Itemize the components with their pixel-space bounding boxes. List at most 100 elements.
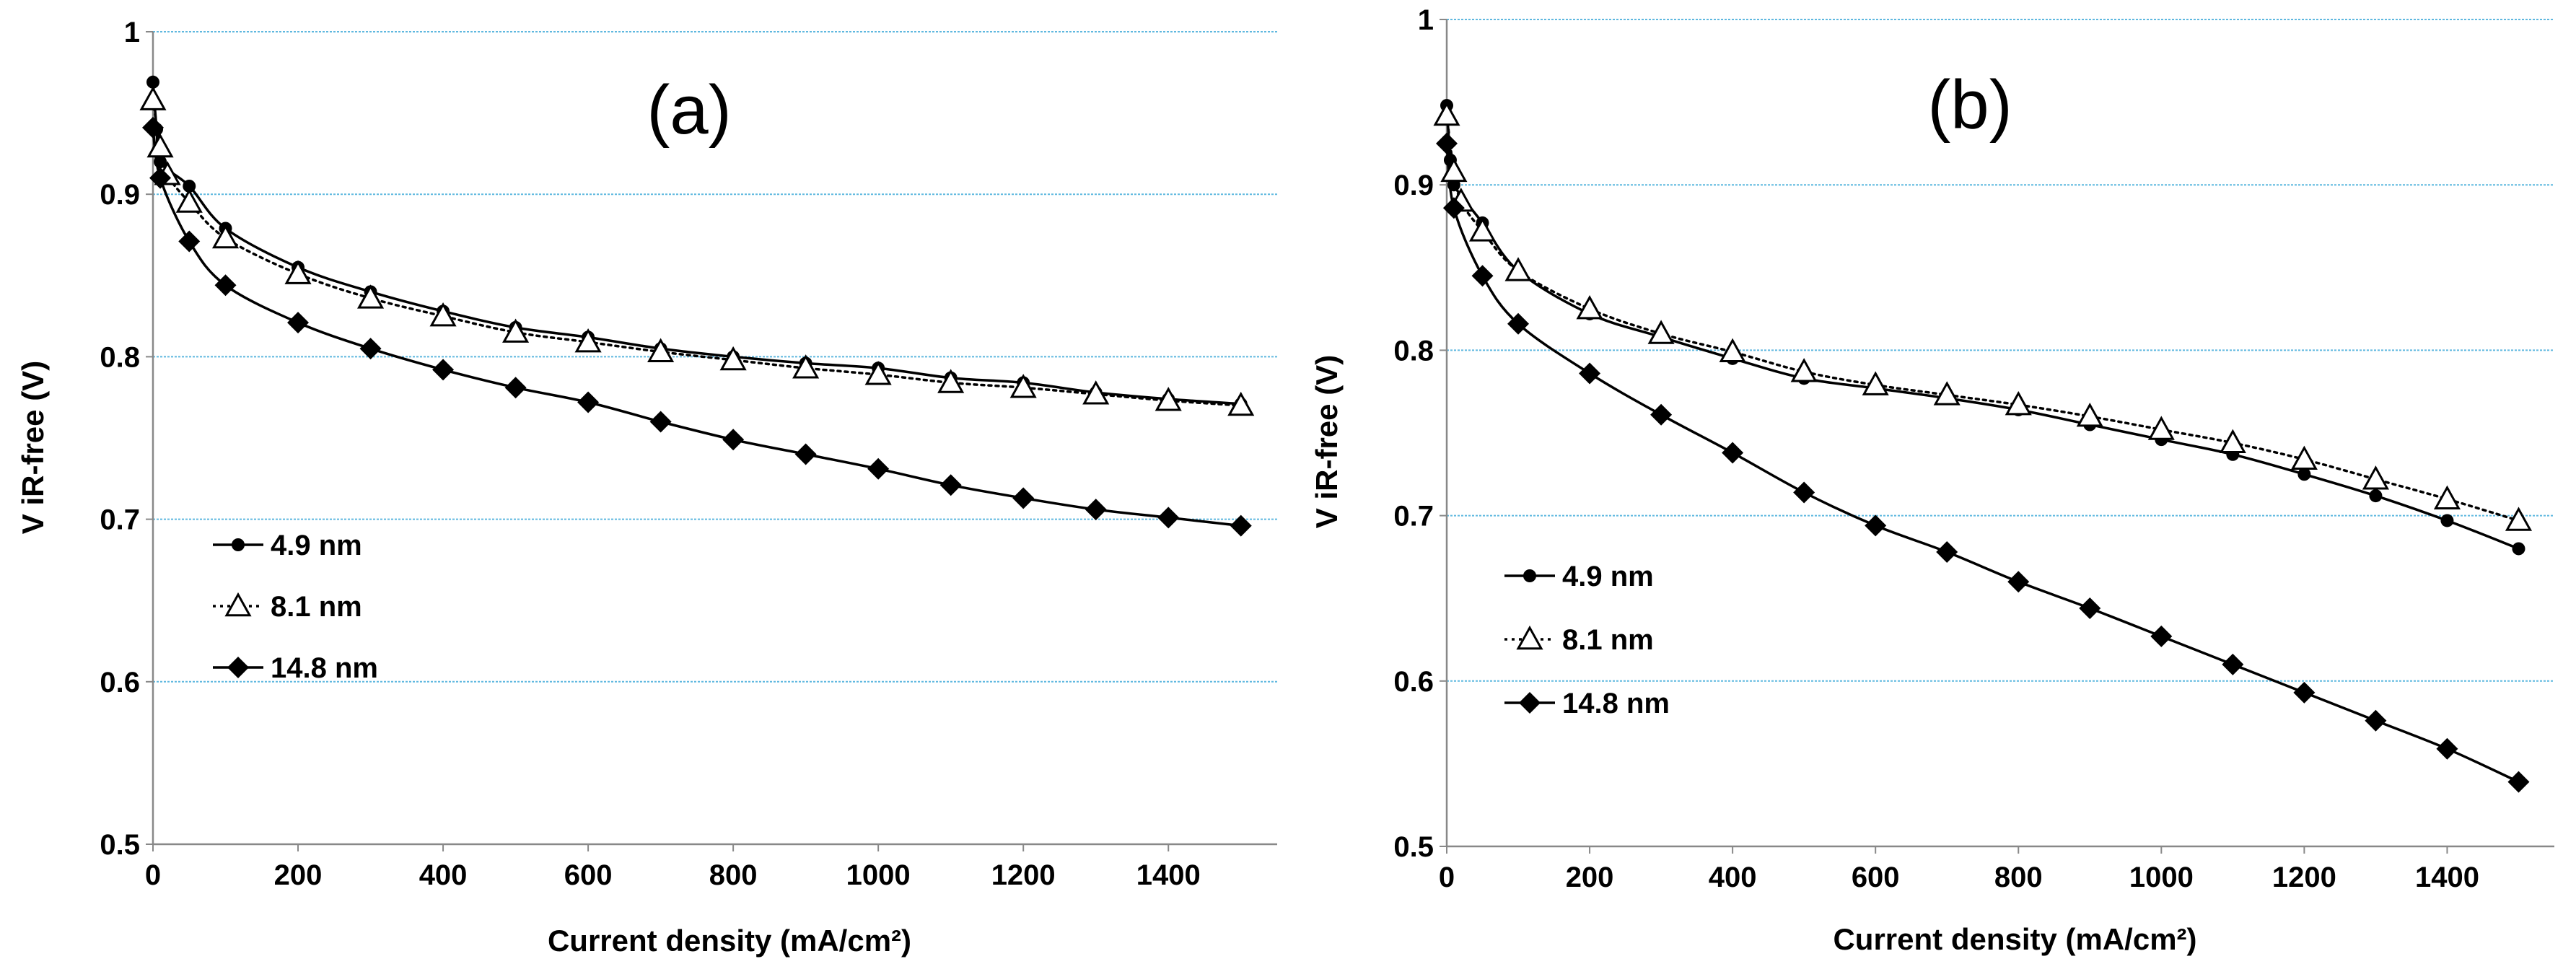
data-point-b-1-15 — [2290, 445, 2318, 470]
chart-panel-a: 0.5 0.6 0.7 0.8 0.9 1 0 200 400 600 800 1000 1200 140… — [16, 17, 1277, 958]
data-point-a-2-15 — [1085, 499, 1107, 521]
panel-title-a: (a) — [647, 71, 731, 149]
x-tick-label-a-6: 1200 — [991, 859, 1056, 891]
data-point-a-2-1 — [149, 167, 172, 189]
series-line-b-2 — [1445, 143, 2520, 784]
data-point-a-1-7 — [429, 302, 457, 327]
data-point-a-2-9 — [649, 411, 672, 433]
data-point-b-1-16 — [2362, 465, 2389, 490]
x-tick-label-b-1: 200 — [1566, 862, 1614, 893]
data-point-b-2-6 — [1722, 442, 1744, 464]
data-point-b-1-9 — [1862, 371, 1889, 395]
data-point-a-1-15 — [1009, 374, 1037, 398]
data-point-b-1-10 — [1933, 381, 1961, 406]
data-point-a-1-14 — [937, 369, 965, 393]
x-tick-label-a-3: 600 — [564, 859, 613, 891]
data-point-a-2-16 — [1157, 507, 1180, 529]
y-tick-label-a-2: 0.7 — [100, 504, 140, 536]
data-point-a-1-18 — [1227, 391, 1255, 416]
legend-label-a-2: 14.8 nm — [271, 652, 378, 684]
data-point-a-1-13 — [864, 361, 892, 385]
data-point-a-1-17 — [1155, 387, 1182, 411]
data-point-b-2-0 — [1436, 132, 1458, 154]
chart-panel-b: 0.5 0.6 0.7 0.8 0.9 1 0 200 400 600 800 1000 1200 140… — [1310, 4, 2554, 956]
data-point-b-2-3 — [1507, 312, 1530, 335]
x-tick-label-a-2: 400 — [419, 859, 468, 891]
data-point-b-2-8 — [1865, 514, 1887, 537]
y-tick-label-b-2: 0.7 — [1393, 501, 1434, 533]
data-point-a-1-3 — [175, 188, 203, 213]
data-point-b-2-2 — [1471, 265, 1494, 287]
x-tick-label-a-4: 800 — [709, 859, 758, 891]
x-tick-label-a-1: 200 — [274, 859, 323, 891]
data-point-b-1-1 — [1440, 157, 1468, 183]
data-point-b-2-1 — [1442, 197, 1465, 219]
data-point-a-0-2 — [154, 155, 167, 169]
data-point-a-1-8 — [502, 318, 530, 343]
x-tick-label-a-0: 0 — [145, 859, 161, 891]
data-point-b-1-3 — [1468, 217, 1497, 242]
data-point-a-1-5 — [284, 260, 312, 284]
y-tick-label-b-3: 0.8 — [1393, 335, 1434, 367]
data-point-b-2-9 — [1936, 541, 1958, 564]
legend-label-b-0: 4.9 nm — [1562, 561, 1654, 592]
data-point-b-1-4 — [1504, 257, 1532, 281]
data-point-b-0-16 — [2369, 489, 2383, 503]
data-point-a-2-4 — [287, 312, 310, 334]
y-tick-label-b-1: 0.6 — [1393, 666, 1434, 698]
y-tick-label-a-0: 0.5 — [100, 829, 140, 861]
data-point-b-1-13 — [2147, 416, 2175, 440]
y-tick-label-a-3: 0.8 — [100, 341, 140, 373]
data-point-b-0-17 — [2440, 514, 2454, 527]
series-line-b-1 — [1445, 114, 2520, 522]
y-tick-label-b-4: 0.9 — [1393, 170, 1434, 201]
data-point-a-1-12 — [792, 354, 820, 379]
data-point-b-1-18 — [2505, 507, 2533, 531]
data-point-b-2-7 — [1793, 481, 1815, 504]
data-point-a-2-5 — [359, 338, 382, 360]
legend-marker-a-2 — [227, 657, 249, 678]
data-point-b-1-5 — [1576, 295, 1603, 320]
x-tick-label-b-5: 1000 — [2129, 862, 2194, 893]
data-point-b-2-4 — [1579, 362, 1601, 385]
legend-a: 4.9 nm 8.1 nm 14.8 nm — [213, 530, 378, 684]
y-axis-label-a: V iR-free (V) — [16, 361, 50, 534]
data-point-a-2-8 — [577, 391, 600, 413]
data-point-a-1-4 — [211, 224, 240, 249]
legend-label-b-1: 8.1 nm — [1562, 624, 1654, 656]
data-point-a-1-9 — [574, 328, 602, 353]
data-point-b-1-11 — [2005, 390, 2032, 416]
data-point-a-2-0 — [142, 116, 164, 139]
x-tick-label-a-7: 1400 — [1136, 859, 1201, 891]
data-point-b-1-14 — [2219, 429, 2246, 454]
legend-marker-b-0 — [1523, 569, 1536, 582]
y-tick-label-b-5: 1 — [1418, 4, 1434, 36]
legend-marker-a-0 — [232, 538, 245, 551]
data-point-b-2-14 — [2293, 681, 2316, 704]
data-point-a-2-6 — [432, 359, 455, 381]
y-tick-label-a-4: 0.9 — [100, 179, 140, 211]
data-point-b-1-12 — [2076, 402, 2103, 427]
data-point-a-2-12 — [867, 457, 890, 480]
data-point-b-0-18 — [2512, 542, 2525, 556]
data-point-b-2-12 — [2150, 625, 2173, 647]
legend-label-a-1: 8.1 nm — [271, 591, 362, 623]
data-point-b-1-8 — [1790, 358, 1818, 382]
data-point-a-1-11 — [719, 346, 747, 371]
data-point-a-2-2 — [178, 230, 201, 253]
series-line-b-0 — [1445, 105, 2520, 551]
data-point-a-1-16 — [1082, 380, 1110, 405]
legend-label-b-2: 14.8 nm — [1562, 688, 1670, 719]
x-axis-label-b: Current density (mA/cm²) — [1833, 922, 2196, 956]
data-point-a-0-0 — [146, 75, 159, 89]
x-tick-label-b-6: 1200 — [2272, 862, 2336, 893]
data-point-a-2-7 — [504, 377, 527, 399]
data-point-b-2-5 — [1650, 403, 1673, 426]
x-tick-label-b-4: 800 — [1994, 862, 2043, 893]
data-point-a-2-3 — [214, 274, 237, 297]
data-point-b-1-17 — [2433, 485, 2461, 509]
data-point-a-2-11 — [794, 443, 817, 465]
data-point-b-1-6 — [1647, 320, 1675, 344]
data-point-a-1-1 — [146, 133, 174, 158]
